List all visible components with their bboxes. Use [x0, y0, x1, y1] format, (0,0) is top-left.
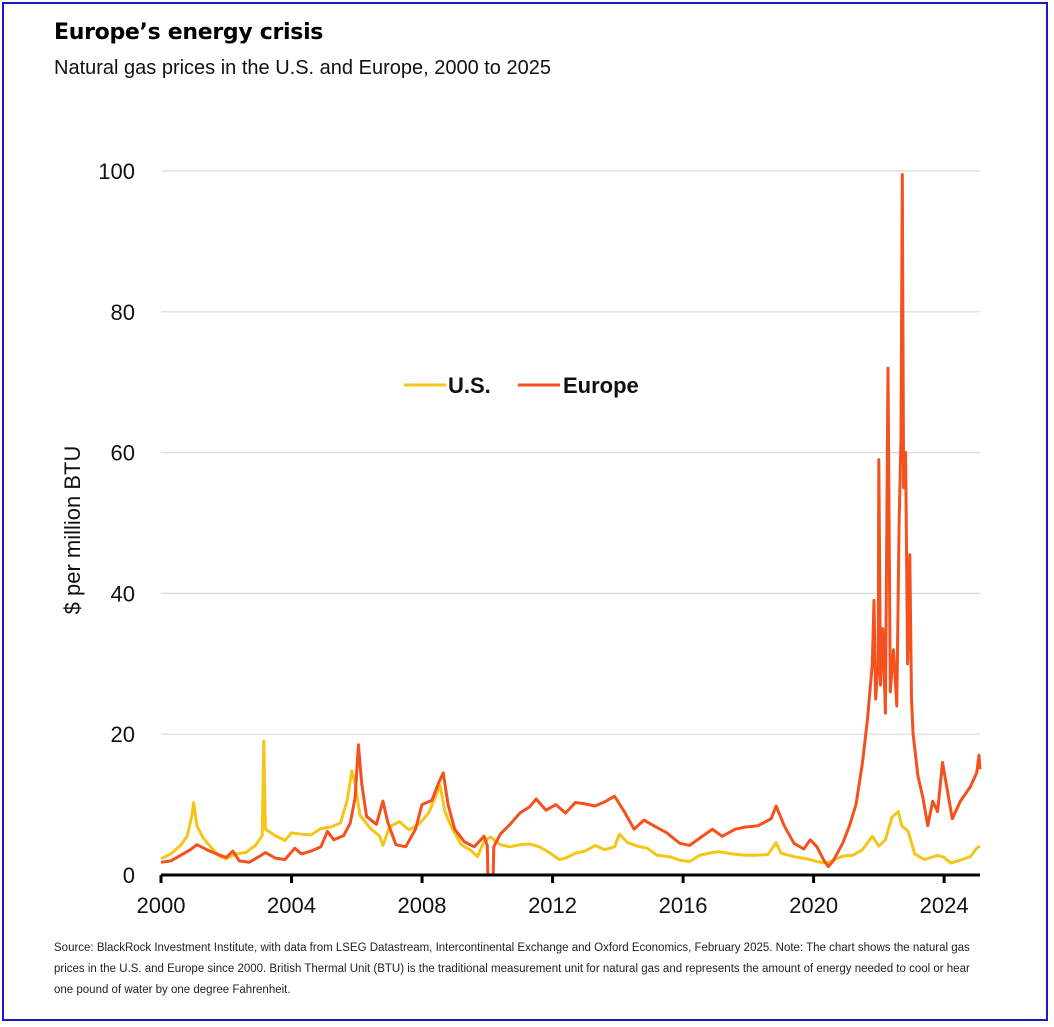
x-tick-label-2008: 2008	[398, 893, 447, 918]
y-tick-label-80: 80	[111, 300, 135, 325]
series-line-europe	[160, 173, 982, 877]
legend: U.S. Europe	[404, 373, 639, 398]
chart-subtitle: Natural gas prices in the U.S. and Europ…	[54, 57, 551, 79]
chart-title: Europe’s energy crisis	[54, 20, 324, 45]
x-tick-label-2004: 2004	[267, 893, 316, 918]
legend-label-us: U.S.	[448, 373, 491, 398]
source-note: Source: BlackRock Investment Institute, …	[54, 942, 970, 996]
y-axis-title: $ per million BTU	[60, 446, 85, 615]
x-tick-label-2000: 2000	[137, 893, 186, 918]
y-tick-labels: 0 20 40 60 80 100	[98, 159, 135, 888]
y-tick-label-60: 60	[111, 441, 135, 466]
y-tick-label-40: 40	[111, 581, 135, 606]
x-tick-label-2024: 2024	[920, 893, 969, 918]
series-lines	[160, 173, 982, 877]
legend-label-europe: Europe	[563, 373, 639, 398]
series-line-us	[160, 739, 981, 865]
y-tick-label-20: 20	[111, 722, 135, 747]
x-axis	[159, 873, 980, 883]
x-tick-label-2020: 2020	[789, 893, 838, 918]
x-tick-label-2016: 2016	[659, 893, 708, 918]
x-tick-label-2012: 2012	[528, 893, 577, 918]
y-tick-label-0: 0	[123, 863, 135, 888]
y-tick-label-100: 100	[98, 159, 135, 184]
gridlines	[161, 170, 980, 735]
x-tick-labels: 2000 2004 2008 2012 2016 2020 2024	[137, 893, 969, 918]
